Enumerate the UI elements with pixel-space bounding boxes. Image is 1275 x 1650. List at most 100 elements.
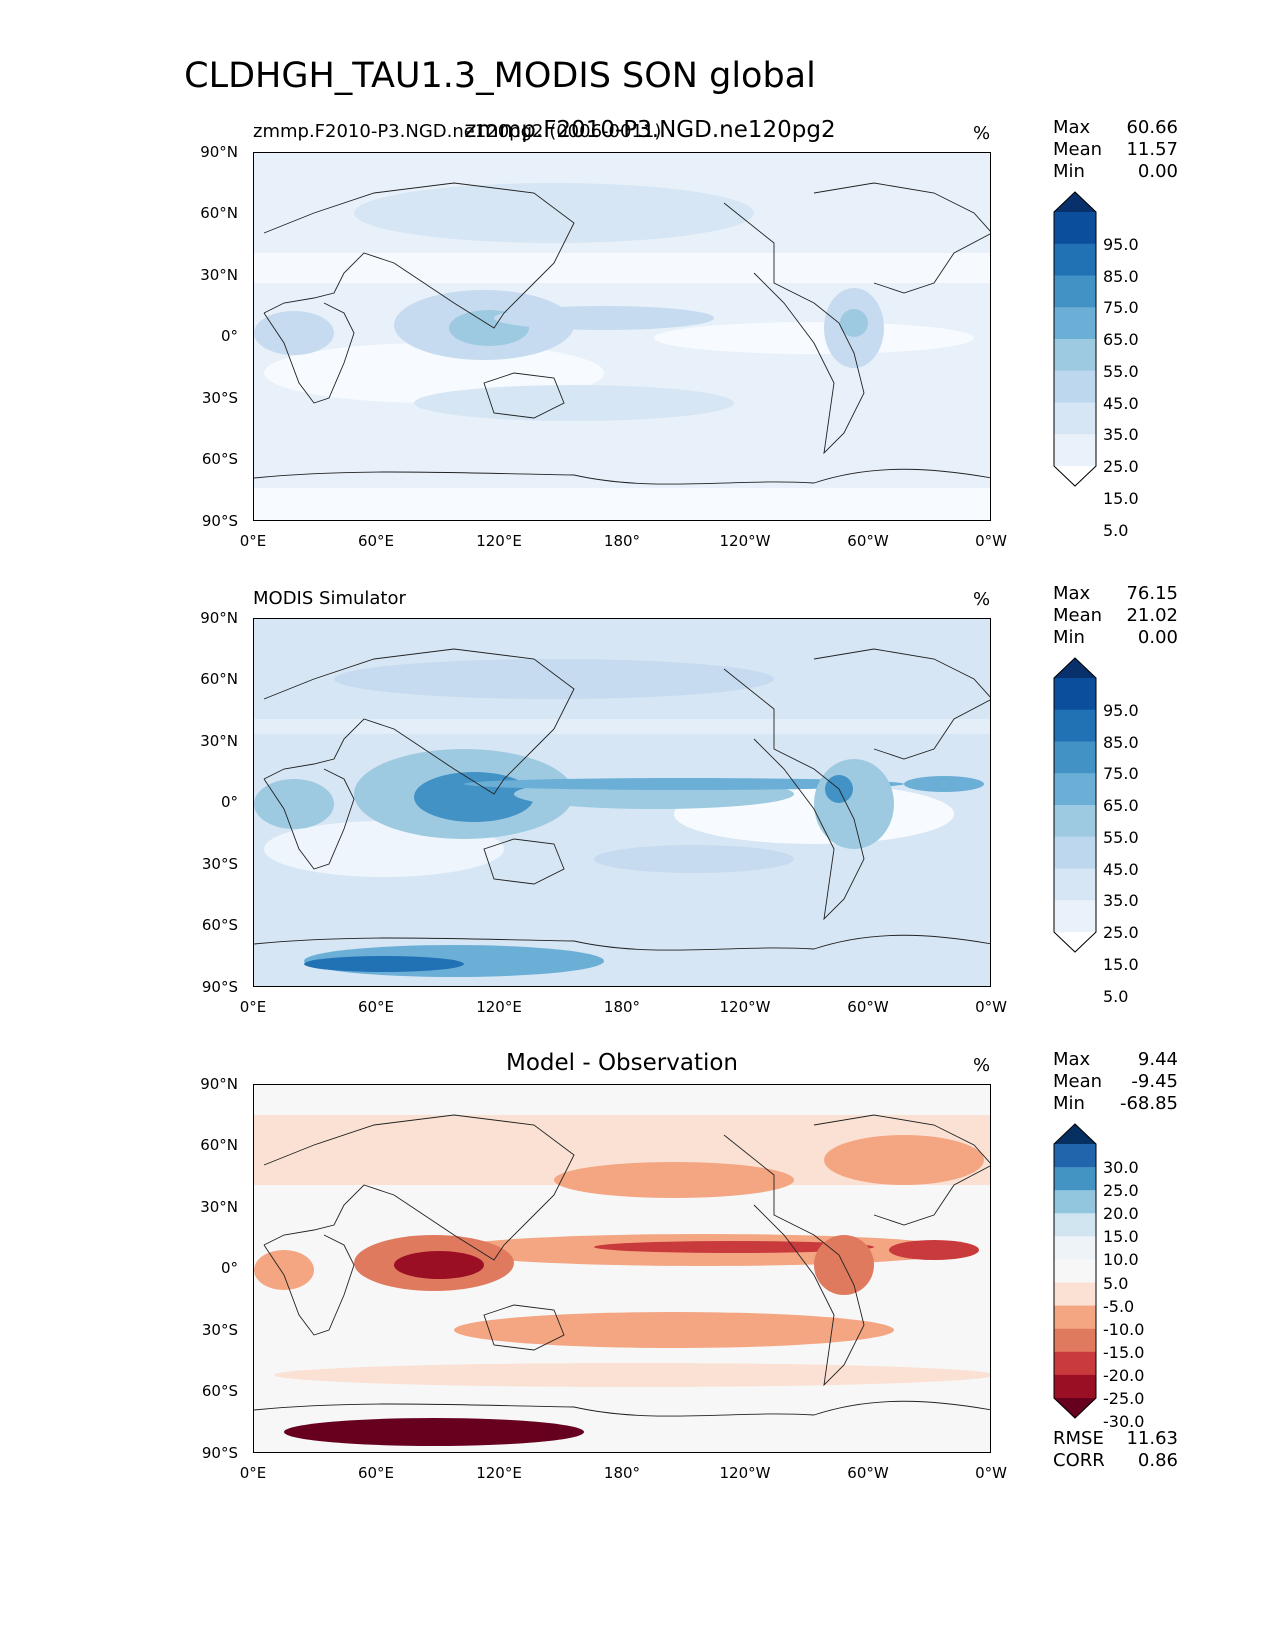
colorbar-outline — [1053, 657, 1097, 953]
panel2-xtick: 120°W — [719, 998, 771, 1016]
colorbar-segment — [1054, 1213, 1096, 1237]
panel2-left-title: MODIS Simulator — [253, 588, 406, 609]
panel3-max-label: Max — [1053, 1049, 1091, 1070]
panel3-xtick: 60°E — [357, 1464, 395, 1482]
panel3-map — [253, 1084, 991, 1453]
panel2-mean-value: 21.02 — [1126, 605, 1178, 626]
panel3-mean-value: -9.45 — [1131, 1071, 1178, 1092]
panel3-xtick: 120°W — [719, 1464, 771, 1482]
colorbar-tick-label: 65.0 — [1103, 796, 1139, 815]
panel1-max-label: Max — [1053, 117, 1091, 138]
panel3-ytick: 30°S — [201, 1321, 238, 1339]
panel1-min-value: 0.00 — [1137, 161, 1178, 182]
panel3-ytick: 30°N — [200, 1198, 238, 1216]
panel2-colorbar — [1053, 657, 1097, 953]
colorbar-tick-label: 25.0 — [1103, 1181, 1139, 1201]
panel1-mean-label: Mean — [1053, 139, 1103, 160]
panel2-min-label: Min — [1053, 627, 1085, 648]
panel1-xtick: 60°W — [847, 532, 889, 550]
colorbar-segment — [1054, 900, 1096, 933]
colorbar-segment — [1054, 709, 1096, 742]
panel1-colorbar — [1053, 191, 1097, 487]
colorbar-tick-label: 5.0 — [1103, 520, 1129, 540]
panel2-xtick: 60°W — [847, 998, 889, 1016]
colorbar-extend-max — [1054, 192, 1096, 212]
colorbar-tick-label: 15.0 — [1103, 1227, 1139, 1247]
corr-value: 0.86 — [1137, 1450, 1178, 1471]
colorbar-segment — [1054, 402, 1096, 435]
panel3-center-title: Model - Observation — [505, 1050, 739, 1076]
panel2-mean-label: Mean — [1053, 605, 1103, 626]
panel1-max-value: 60.66 — [1126, 117, 1178, 138]
panel1-xtick: 0°W — [975, 532, 1007, 550]
colorbar-segment — [1054, 1351, 1096, 1376]
panel1-ytick: 30°N — [200, 266, 238, 284]
panel3-ytick: 60°S — [201, 1382, 238, 1400]
colorbar-tick-label: 65.0 — [1103, 330, 1139, 349]
panel2-xtick: 60°E — [357, 998, 395, 1016]
panel2-ytick: 60°S — [201, 916, 238, 934]
colorbar-segment — [1054, 1305, 1096, 1330]
panel1-ytick: 90°S — [201, 512, 238, 530]
panel2-xtick: 180° — [603, 998, 641, 1016]
colorbar-outline — [1053, 1123, 1097, 1419]
colorbar-tick-label: -30.0 — [1103, 1412, 1145, 1432]
colorbar-extend-max — [1054, 1124, 1096, 1144]
panel2-max-value: 76.15 — [1126, 583, 1178, 604]
panel2-ytick: 30°S — [201, 855, 238, 873]
colorbar-tick-label: 75.0 — [1103, 298, 1139, 318]
panel2-ytick: 0° — [220, 793, 238, 811]
colorbar-segment — [1054, 370, 1096, 403]
panel3-ytick: 0° — [220, 1259, 238, 1277]
colorbar-extend-max — [1054, 658, 1096, 678]
colorbar-tick-label: 15.0 — [1103, 488, 1139, 508]
panel3-xtick: 120°E — [476, 1464, 522, 1482]
panel3-xtick: 180° — [603, 1464, 641, 1482]
panel2-units: % — [973, 589, 991, 610]
panel1-map-svg — [254, 153, 990, 520]
colorbar-tick-label: 55.0 — [1103, 361, 1139, 381]
panel2-map-svg — [254, 619, 990, 986]
colorbar-tick-label: 35.0 — [1103, 891, 1139, 911]
panel2-map — [253, 618, 991, 987]
colorbar-tick-label: 25.0 — [1103, 923, 1139, 942]
panel3-xtick: 60°W — [847, 1464, 889, 1482]
panel1-center-title: zmmp.F2010-P3.NGD.ne120pg2 — [464, 117, 836, 143]
colorbar-tick-label: 5.0 — [1103, 1273, 1129, 1293]
colorbar-segment — [1054, 741, 1096, 774]
colorbar-segment — [1054, 243, 1096, 276]
colorbar-tick-label: -20.0 — [1103, 1365, 1145, 1385]
colorbar-segment — [1054, 1374, 1096, 1399]
panel2-ytick: 90°S — [201, 978, 238, 996]
colorbar-segment — [1054, 275, 1096, 308]
colorbar-tick-label: -5.0 — [1103, 1296, 1135, 1316]
panel1-xtick: 180° — [603, 532, 641, 550]
panel2-min-value: 0.00 — [1137, 627, 1178, 648]
colorbar-segment — [1054, 678, 1096, 711]
colorbar-segment — [1054, 1190, 1096, 1214]
panel1-ytick: 90°N — [200, 143, 238, 161]
colorbar-tick-label: 10.0 — [1103, 1250, 1139, 1270]
colorbar-extend-min — [1054, 466, 1096, 486]
panel3-xtick: 0°W — [975, 1464, 1007, 1482]
colorbar-outline — [1053, 191, 1097, 487]
colorbar-tick-label: -25.0 — [1103, 1389, 1145, 1408]
colorbar-segment — [1054, 868, 1096, 901]
panel3-ytick: 60°N — [200, 1136, 238, 1154]
colorbar-segment — [1054, 307, 1096, 340]
panel3-mean-label: Mean — [1053, 1071, 1103, 1092]
panel3-map-svg — [254, 1085, 990, 1452]
colorbar-tick-label: 5.0 — [1103, 986, 1129, 1006]
colorbar-extend-min — [1054, 932, 1096, 952]
panel3-ytick: 90°N — [200, 1075, 238, 1093]
colorbar-tick-label: 85.0 — [1103, 266, 1139, 286]
panel1-units: % — [973, 123, 991, 144]
colorbar-segment — [1054, 1328, 1096, 1353]
colorbar-segment — [1054, 836, 1096, 869]
corr-label: CORR — [1053, 1450, 1105, 1471]
panel2-xtick: 0°E — [239, 998, 267, 1016]
colorbar-tick-label: 35.0 — [1103, 425, 1139, 445]
colorbar-tick-label: 95.0 — [1103, 234, 1139, 254]
colorbar-tick-label: -15.0 — [1103, 1342, 1145, 1362]
colorbar-extend-min — [1054, 1398, 1096, 1418]
